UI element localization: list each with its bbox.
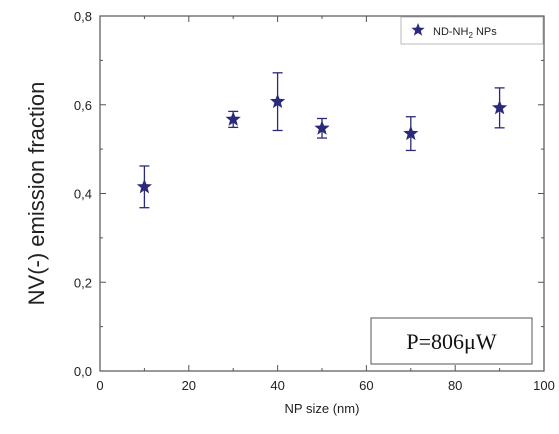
data-point-star [491, 99, 508, 115]
y-tick-label: 0,8 [74, 9, 92, 24]
x-tick-label: 80 [448, 378, 462, 393]
data-point-star [269, 93, 286, 109]
legend-star-icon [411, 23, 425, 36]
legend-label-subscript: 2 [468, 31, 473, 40]
x-tick-label: 100 [533, 378, 555, 393]
annotation-text: P=806μW [406, 329, 496, 354]
y-tick-label: 0,6 [74, 98, 92, 113]
data-point-star [403, 125, 419, 141]
data-point-star [225, 111, 241, 126]
annotation-frame [370, 317, 533, 365]
x-tick-label: 40 [270, 378, 284, 393]
plot-frame [99, 15, 545, 372]
x-axis-title: NP size (nm) [285, 401, 360, 416]
x-tick-label: 0 [96, 378, 103, 393]
data-point-star [136, 178, 153, 194]
x-tick-label: 60 [359, 378, 373, 393]
legend-box [400, 16, 544, 45]
data-point-star [314, 120, 330, 135]
x-tick-label: 20 [182, 378, 196, 393]
legend: ND-NH2 NPs [400, 16, 544, 45]
legend-label-main: ND-NH [433, 26, 468, 38]
y-tick-label: 0,0 [74, 364, 92, 379]
annotation-box: P=806μW [370, 317, 533, 365]
legend-label-tail: NPs [473, 26, 497, 38]
legend-label: ND-NH2 NPs [433, 26, 497, 40]
y-axis-title: NV(-) emission fraction [24, 82, 49, 306]
y-tick-label: 0,4 [74, 187, 92, 202]
y-tick-label: 0,2 [74, 275, 92, 290]
data-series [136, 72, 508, 209]
